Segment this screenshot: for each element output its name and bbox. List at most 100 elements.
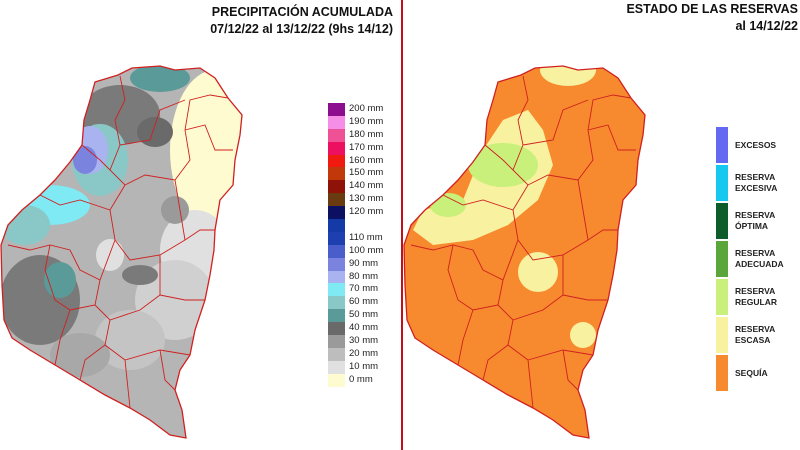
panel-divider <box>401 0 403 450</box>
precip-legend-row: 130 mm <box>328 193 384 207</box>
precip-legend-swatch <box>328 193 345 207</box>
reserves-legend-label: RESERVA ÓPTIMA <box>735 210 797 232</box>
precip-legend-row: 190 mm <box>328 115 384 129</box>
precip-legend-swatch <box>328 141 345 155</box>
precip-legend-label: 130 mm <box>349 193 384 205</box>
precipitation-panel: PRECIPITACIÓN ACUMULADA 07/12/22 al 13/1… <box>0 5 393 439</box>
reserves-legend-row: RESERVA EXCESIVA <box>716 164 797 202</box>
precip-legend-label: 40 mm <box>349 322 379 334</box>
precip-legend-label: 150 mm <box>349 167 384 179</box>
reserves-legend-label: SEQUÍA <box>735 368 797 379</box>
precip-legend-swatch <box>328 270 345 284</box>
reserves-title: ESTADO DE LAS RESERVAS al 14/12/22 <box>626 1 798 35</box>
precip-legend-row <box>328 219 383 232</box>
reserves-panel: ESTADO DE LAS RESERVAS al 14/12/22 EXCES… <box>403 0 800 450</box>
precip-legend-label: 180 mm <box>349 128 384 140</box>
reserves-legend-label: EXCESOS <box>735 140 797 151</box>
precipitation-title-line2: 07/12/22 al 13/12/22 (9hs 14/12) <box>210 22 393 36</box>
reserves-legend-swatch <box>716 203 728 239</box>
precip-legend-row: 110 mm <box>328 231 383 245</box>
precip-legend-swatch <box>328 296 345 310</box>
reserves-legend-row: RESERVA ÓPTIMA <box>716 202 797 240</box>
precip-legend-swatch <box>328 115 345 129</box>
precip-legend-swatch <box>328 257 345 271</box>
precip-legend-row: 90 mm <box>328 257 383 271</box>
reserves-title-line1: ESTADO DE LAS RESERVAS <box>626 2 798 16</box>
reserves-legend-swatch <box>716 165 728 201</box>
precip-legend-label: 110 mm <box>349 231 383 243</box>
reserves-legend-label-line2: ÓPTIMA <box>735 221 769 231</box>
precip-legend-row: 140 mm <box>328 180 384 194</box>
precip-legend-row: 200 mm <box>328 103 383 116</box>
reserves-legend-label: RESERVA EXCESIVA <box>735 172 797 194</box>
precip-legend-label: 170 mm <box>349 141 384 153</box>
precip-legend-swatch <box>328 154 345 168</box>
precip-legend-row: 180 mm <box>328 128 384 142</box>
reserves-legend-row: EXCESOS <box>716 126 797 164</box>
precip-legend-swatch <box>328 283 345 297</box>
reserves-legend: EXCESOS RESERVA EXCESIVA RESERVA ÓPTIMA RESER… <box>716 126 797 392</box>
precip-legend-label: 90 mm <box>349 257 379 269</box>
precip-legend-row: 0 mm <box>328 373 383 387</box>
reserves-legend-label-line1: RESERVA <box>735 172 776 182</box>
precip-legend-row: 100 mm <box>328 244 384 258</box>
reserves-legend-label-line2: EXCESIVA <box>735 183 778 193</box>
reserves-map <box>403 65 646 439</box>
precip-legend-label: 0 mm <box>349 373 373 385</box>
precip-legend-swatch <box>328 244 345 258</box>
precip-legend-swatch <box>328 335 345 348</box>
precipitation-map <box>0 65 243 439</box>
precip-legend-label: 30 mm <box>349 335 379 347</box>
precip-legend-label: 160 mm <box>349 154 384 166</box>
precip-legend-swatch <box>328 128 345 142</box>
reserves-legend-label-line1: EXCESOS <box>735 139 777 150</box>
precip-legend-swatch <box>328 322 345 336</box>
reserves-legend-label: RESERVA ADECUADA <box>735 248 797 270</box>
precip-legend-row: 60 mm <box>328 296 383 310</box>
precip-legend-row: 50 mm <box>328 309 383 323</box>
precip-legend-swatch <box>328 373 345 387</box>
precip-legend-row: 70 mm <box>328 283 383 297</box>
reserves-legend-label-line1: RESERVA <box>735 210 776 220</box>
reserves-legend-row: RESERVA REGULAR <box>716 278 797 316</box>
precip-legend-label: 200 mm <box>349 103 384 114</box>
precip-legend-label: 190 mm <box>349 115 384 127</box>
precip-legend-row: 30 mm <box>328 335 383 348</box>
precip-legend-row: 160 mm <box>328 154 384 168</box>
precip-legend-row: 120 mm <box>328 206 384 220</box>
precip-legend-swatch <box>328 347 345 361</box>
precip-legend-swatch <box>328 309 345 323</box>
reserves-legend-row: SEQUÍA <box>716 354 797 392</box>
precip-legend-label: 100 mm <box>349 244 384 256</box>
precip-legend-label: 120 mm <box>349 206 384 218</box>
reserves-legend-swatch <box>716 279 728 315</box>
precipitation-legend: 200 mm 190 mm 180 mm 170 mm 160 mm 150 mm 140 … <box>328 103 383 387</box>
reserves-legend-label: RESERVA REGULAR <box>735 286 797 308</box>
precip-legend-row: 40 mm <box>328 322 383 336</box>
reserves-legend-swatch <box>716 355 728 391</box>
reserves-legend-label-line2: REGULAR <box>735 297 778 307</box>
precip-legend-swatch <box>328 206 345 220</box>
precip-legend-row: 20 mm <box>328 347 383 361</box>
precip-legend-row: 10 mm <box>328 360 383 374</box>
precip-legend-label: 20 mm <box>349 347 379 359</box>
precipitation-title-line1: PRECIPITACIÓN ACUMULADA <box>211 5 393 19</box>
precip-legend-swatch <box>328 231 345 245</box>
precip-legend-label: 80 mm <box>349 270 379 282</box>
reserves-legend-label-line2: ADECUADA <box>735 259 784 269</box>
reserves-legend-swatch <box>716 317 728 353</box>
reserves-legend-swatch <box>716 127 728 163</box>
reserves-legend-label-line1: RESERVA <box>735 286 776 296</box>
reserves-legend-label-line1: RESERVA <box>735 248 776 258</box>
precip-legend-swatch <box>328 360 345 374</box>
precip-legend-label: 10 mm <box>349 360 379 372</box>
reserves-legend-row: RESERVA ESCASA <box>716 316 797 354</box>
precip-legend-row: 150 mm <box>328 167 384 181</box>
reserves-legend-label-line1: SEQUÍA <box>735 367 768 378</box>
reserves-legend-row: RESERVA ADECUADA <box>716 240 797 278</box>
reserves-legend-label-line1: RESERVA <box>735 324 776 334</box>
reserves-legend-label-line2: ESCASA <box>735 335 771 345</box>
precip-legend-label: 140 mm <box>349 180 384 192</box>
precip-legend-label: 70 mm <box>349 283 379 295</box>
precip-legend-swatch <box>328 167 345 181</box>
